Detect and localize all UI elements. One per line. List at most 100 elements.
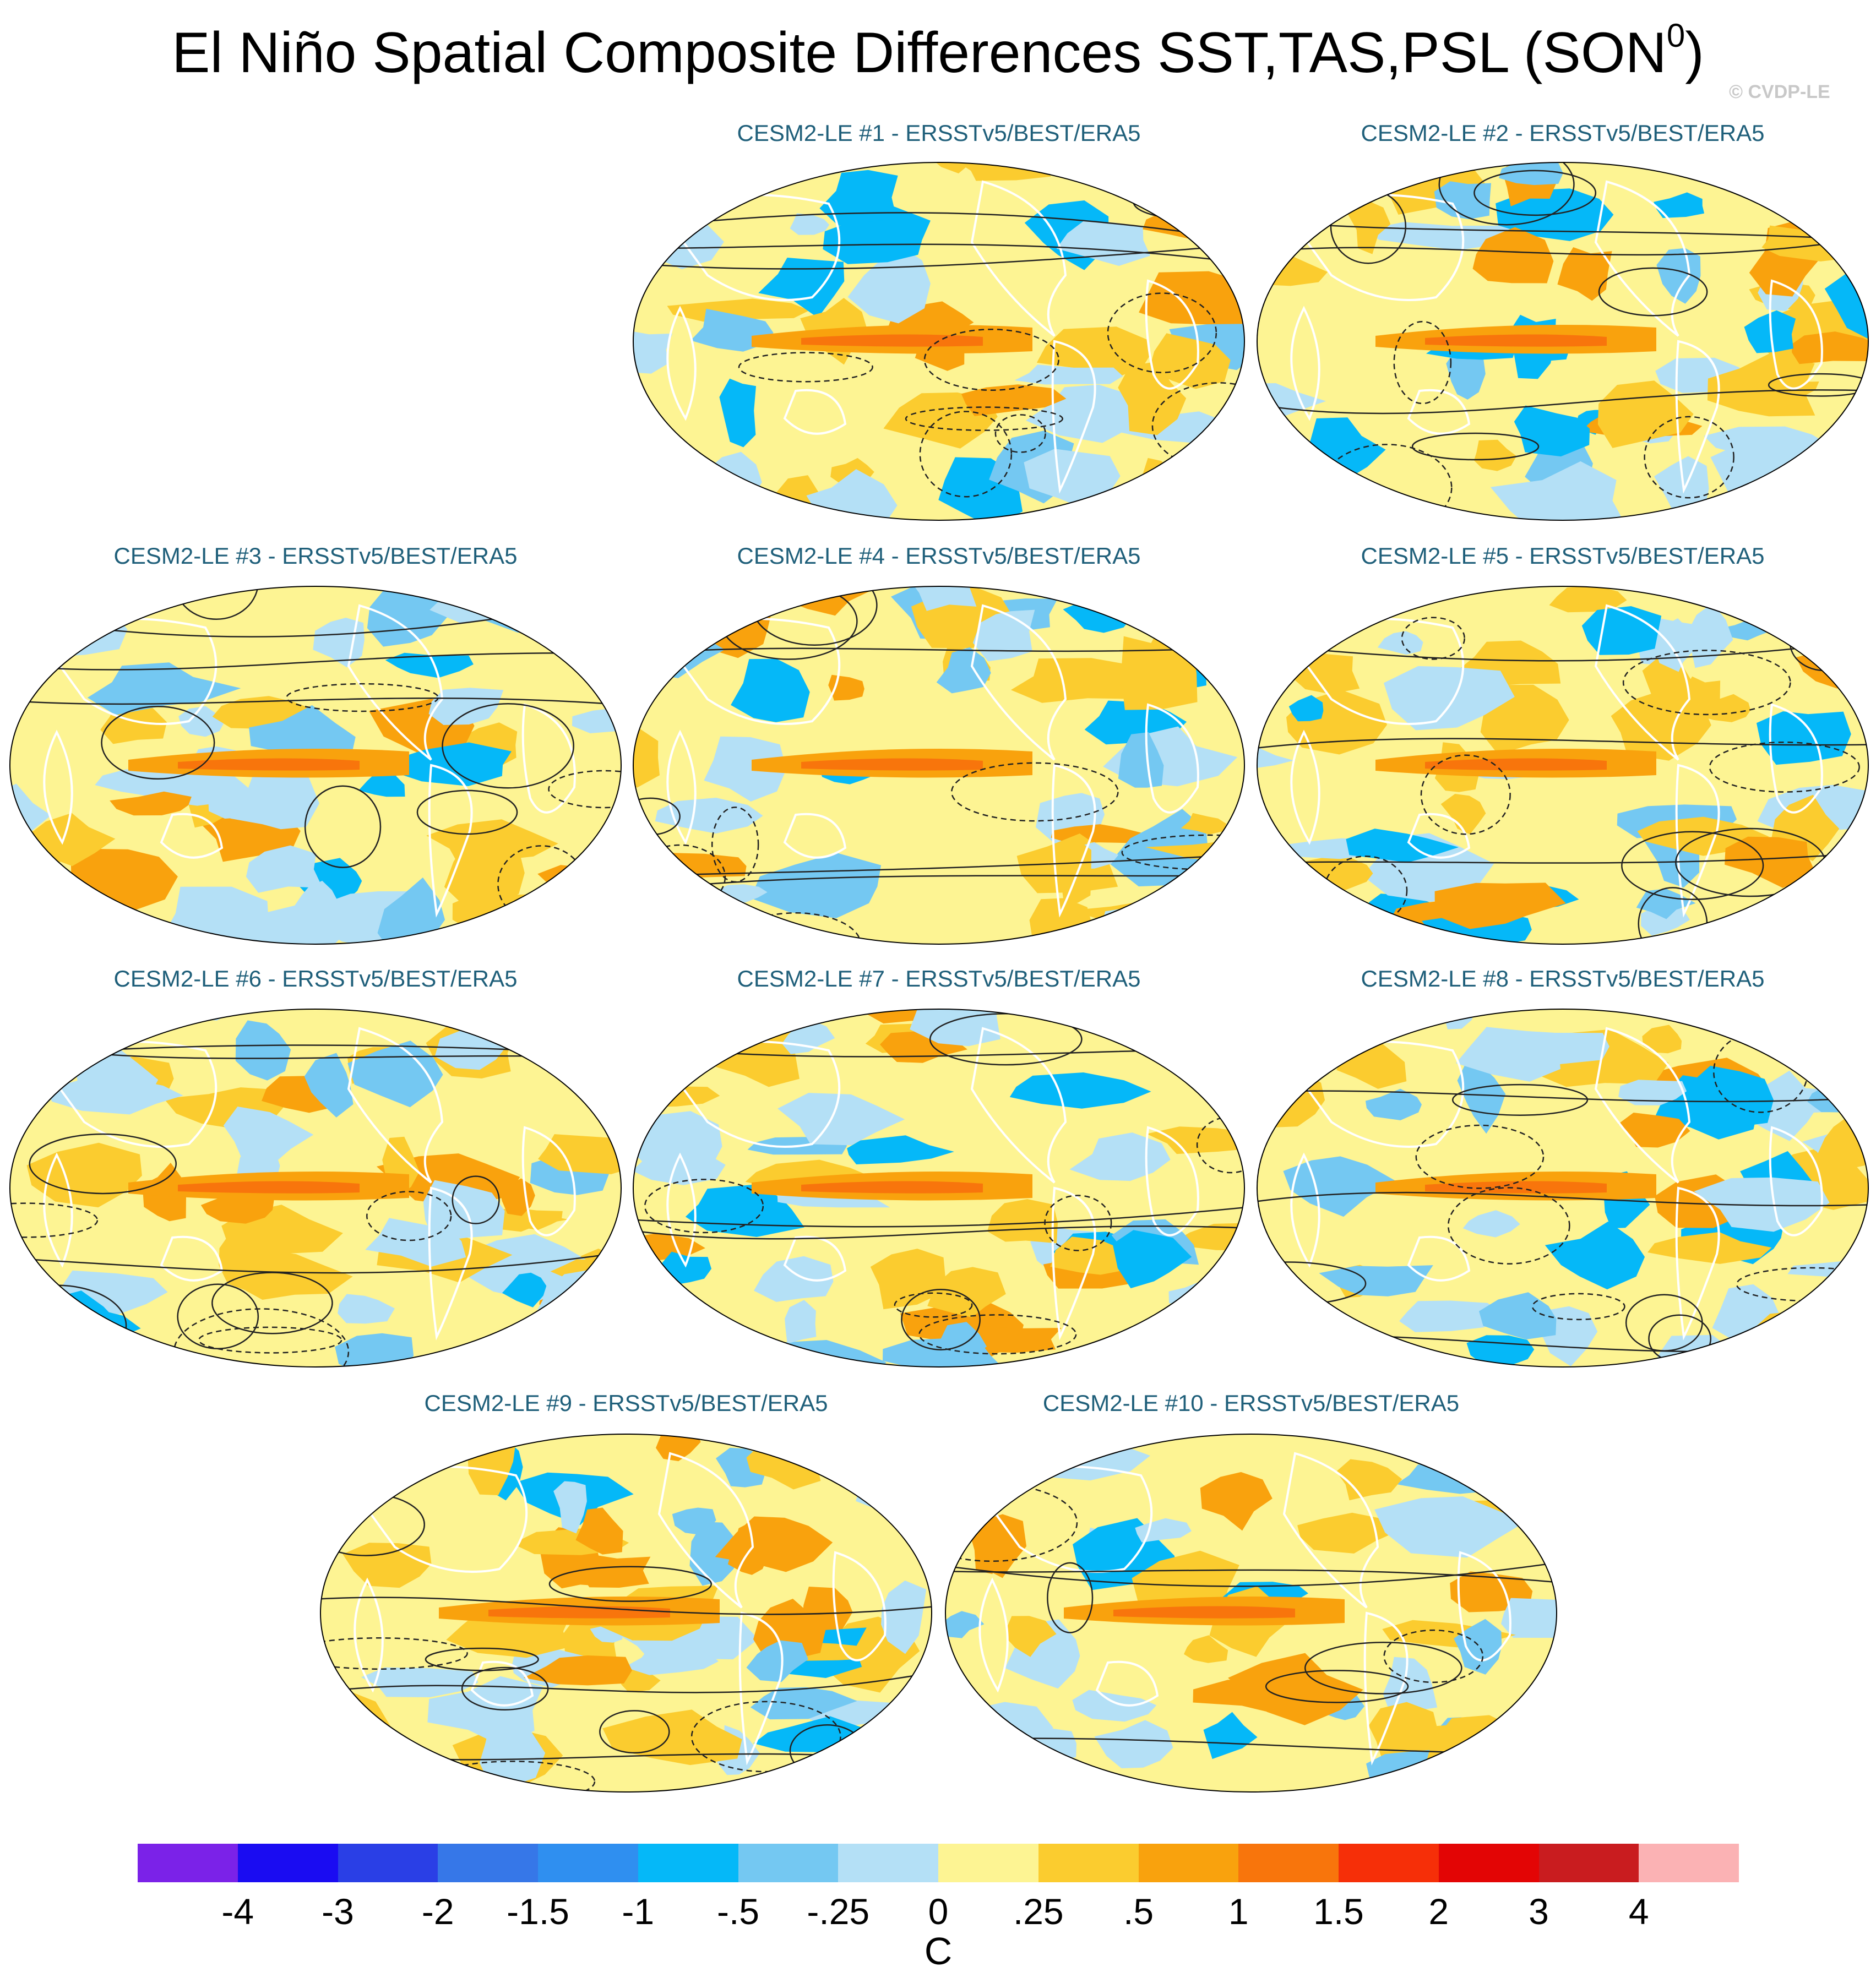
anomaly-patch (1654, 192, 1705, 218)
anomaly-patch (1149, 333, 1231, 389)
anomaly-patch (36, 912, 81, 944)
coastline (1095, 1660, 1159, 1707)
coastline (521, 1126, 576, 1236)
colorbar-units: C (924, 1930, 953, 1973)
anomaly-patch (1069, 1132, 1171, 1181)
anomaly-patch (1446, 348, 1486, 400)
anomaly-patch (1014, 364, 1123, 385)
coastline (783, 389, 847, 435)
psl-contour (959, 1753, 1052, 1792)
anomaly-patch (662, 1251, 711, 1285)
anomaly-patch (1647, 1232, 1772, 1264)
coastline (521, 703, 576, 814)
panel-title: CESM2-LE #2 - ERSSTv5/BEST/ERA5 (1361, 120, 1765, 146)
anomaly-patch (255, 898, 379, 944)
coastline (428, 764, 473, 918)
colorbar-tick-label: .25 (1013, 1891, 1064, 1932)
anomaly-patch (1696, 694, 1751, 722)
anomaly-patch (945, 1436, 1011, 1478)
anomaly-patch (1118, 732, 1164, 788)
anomaly-patch (1135, 1518, 1192, 1543)
psl-contour (1447, 1187, 1570, 1265)
anomaly-patch (777, 1093, 905, 1146)
anomaly-patch (1228, 1653, 1363, 1725)
coastline (1407, 813, 1471, 859)
anomaly-patch (633, 442, 700, 499)
psl-contour (173, 586, 259, 620)
anomaly-patch (1181, 813, 1227, 835)
anomaly-patch (719, 378, 756, 448)
colorbar-tick-label: 4 (1628, 1891, 1649, 1932)
coastline (1290, 1152, 1320, 1268)
anomaly-patch (1479, 1033, 1609, 1065)
anomaly-patch (1006, 1616, 1057, 1657)
anomaly-patch (572, 1554, 651, 1588)
anomaly-patch (790, 213, 830, 235)
psl-contour (1420, 754, 1511, 835)
anomaly-patch (1365, 1088, 1422, 1120)
anomaly-patch (1118, 361, 1187, 435)
coastline (1407, 1235, 1471, 1282)
anomaly-patch (1170, 1223, 1244, 1251)
colorbar-swatch (1538, 1844, 1639, 1882)
anomaly-patch (1466, 1335, 1535, 1366)
map-panel (633, 162, 1245, 521)
psl-contour (429, 1761, 596, 1792)
colorbar-tick-label: .5 (1123, 1891, 1154, 1932)
anomaly-patch (1496, 188, 1614, 241)
colorbar-tick-label: 2 (1428, 1891, 1449, 1932)
psl-contour (320, 1637, 468, 1670)
anomaly-patch (1009, 1072, 1151, 1109)
psl-contour (320, 1671, 932, 1693)
anomaly-patch (1501, 1598, 1557, 1638)
colorbar-swatch (438, 1844, 538, 1882)
anomaly-patch (1200, 1472, 1273, 1531)
psl-contour (548, 770, 621, 809)
anomaly-patch (1478, 1438, 1529, 1489)
warm-tongue-core (178, 1181, 360, 1194)
anomaly-patch (423, 1180, 505, 1242)
anomaly-patch (1481, 1730, 1557, 1762)
anomaly-patch (1479, 1292, 1557, 1339)
colorbar (138, 1844, 1739, 1882)
anomaly-patch (10, 1009, 68, 1066)
psl-contour (633, 243, 1244, 265)
coastline (1675, 764, 1720, 918)
copyright-label: © CVDP-LE (1729, 81, 1830, 102)
anomaly-patch (945, 1611, 985, 1638)
page-title: El Niño Spatial Composite Differences SS… (172, 17, 1704, 85)
map-outline (320, 1434, 932, 1793)
colorbar-swatch (538, 1844, 638, 1882)
psl-contour (1622, 650, 1791, 716)
colorbar-tick-label: -4 (221, 1891, 254, 1932)
anomaly-patch (1142, 457, 1178, 509)
coastline (1769, 703, 1823, 814)
colorbar-swatch (1138, 1844, 1239, 1882)
anomaly-patch (553, 1481, 587, 1534)
anomaly-patch (1434, 181, 1491, 220)
anomaly-patch (1514, 405, 1590, 457)
psl-contour (1451, 1445, 1557, 1474)
anomaly-patch (758, 258, 845, 318)
map-outline (1257, 586, 1869, 945)
panel-title: CESM2-LE #10 - ERSSTv5/BEST/ERA5 (1042, 1390, 1460, 1416)
anomaly-patch (1346, 829, 1459, 863)
coastline (1290, 729, 1320, 845)
anomaly-patch (1148, 483, 1211, 520)
anomaly-patch (1156, 478, 1215, 520)
colorbar-tick-label: -1.5 (507, 1891, 569, 1932)
anomaly-patch (634, 1025, 682, 1069)
anomaly-patch (633, 162, 660, 198)
coastline (1769, 279, 1823, 390)
anomaly-patch (637, 1305, 702, 1341)
anomaly-patch (961, 384, 1067, 416)
anomaly-patch (633, 1111, 722, 1182)
psl-contour (29, 1133, 177, 1195)
panel-title: CESM2-LE #9 - ERSSTv5/BEST/ERA5 (424, 1390, 828, 1416)
anomaly-patch (1757, 711, 1851, 765)
psl-contour (633, 850, 686, 925)
anomaly-patch (633, 195, 657, 237)
anomaly-patch (1829, 892, 1868, 927)
anomaly-patch (1232, 586, 1244, 598)
anomaly-patch (881, 1580, 927, 1654)
